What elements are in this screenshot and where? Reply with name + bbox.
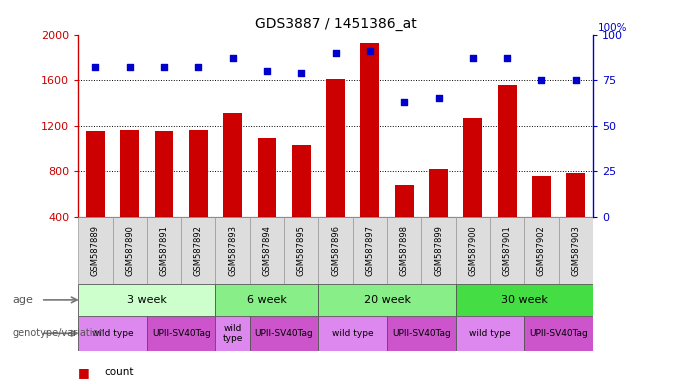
Point bbox=[467, 55, 478, 61]
Point bbox=[158, 65, 169, 71]
Text: 3 week: 3 week bbox=[127, 295, 167, 305]
Bar bbox=[250, 316, 318, 351]
Bar bbox=[223, 113, 242, 217]
Point bbox=[571, 77, 581, 83]
Text: 100%: 100% bbox=[598, 23, 628, 33]
Bar bbox=[566, 172, 585, 217]
Bar bbox=[112, 217, 147, 284]
Bar bbox=[318, 316, 387, 351]
Bar bbox=[154, 131, 173, 217]
Text: UPII-SV40Tag: UPII-SV40Tag bbox=[152, 329, 211, 338]
Bar bbox=[387, 217, 422, 284]
Point bbox=[398, 99, 409, 105]
Point bbox=[262, 68, 273, 74]
Text: age: age bbox=[12, 295, 33, 305]
Bar bbox=[147, 316, 216, 351]
Bar bbox=[292, 145, 311, 217]
Bar bbox=[387, 316, 456, 351]
Bar bbox=[490, 217, 524, 284]
Text: wild type: wild type bbox=[332, 329, 373, 338]
Bar bbox=[524, 316, 593, 351]
Bar bbox=[360, 43, 379, 217]
Bar bbox=[216, 217, 250, 284]
Text: GSM587894: GSM587894 bbox=[262, 225, 271, 276]
Bar bbox=[456, 217, 490, 284]
Text: GSM587900: GSM587900 bbox=[469, 225, 477, 276]
Bar bbox=[284, 217, 318, 284]
Text: GSM587896: GSM587896 bbox=[331, 225, 340, 276]
Bar bbox=[250, 217, 284, 284]
Text: GSM587897: GSM587897 bbox=[365, 225, 375, 276]
Text: genotype/variation: genotype/variation bbox=[12, 328, 105, 338]
Bar bbox=[120, 130, 139, 217]
Title: GDS3887 / 1451386_at: GDS3887 / 1451386_at bbox=[255, 17, 416, 31]
Text: GSM587901: GSM587901 bbox=[503, 225, 511, 276]
Point bbox=[227, 55, 238, 61]
Bar bbox=[318, 284, 456, 316]
Bar bbox=[318, 217, 353, 284]
Text: 6 week: 6 week bbox=[247, 295, 287, 305]
Bar bbox=[147, 217, 181, 284]
Text: GSM587895: GSM587895 bbox=[296, 225, 306, 276]
Text: GSM587892: GSM587892 bbox=[194, 225, 203, 276]
Text: UPII-SV40Tag: UPII-SV40Tag bbox=[255, 329, 313, 338]
Text: GSM587898: GSM587898 bbox=[400, 225, 409, 276]
Text: wild type: wild type bbox=[92, 329, 133, 338]
Bar bbox=[463, 118, 482, 217]
Bar bbox=[181, 217, 216, 284]
Point bbox=[433, 95, 444, 101]
Bar bbox=[216, 316, 250, 351]
Text: GSM587891: GSM587891 bbox=[160, 225, 169, 276]
Bar bbox=[326, 79, 345, 217]
Text: UPII-SV40Tag: UPII-SV40Tag bbox=[529, 329, 588, 338]
Text: GSM587902: GSM587902 bbox=[537, 225, 546, 276]
Point bbox=[330, 50, 341, 56]
Bar bbox=[78, 284, 216, 316]
Text: count: count bbox=[104, 367, 133, 377]
Bar bbox=[353, 217, 387, 284]
Bar bbox=[456, 316, 524, 351]
Text: ■: ■ bbox=[78, 383, 90, 384]
Bar bbox=[429, 169, 448, 217]
Bar bbox=[189, 130, 208, 217]
Point bbox=[90, 65, 101, 71]
Bar bbox=[456, 284, 593, 316]
Text: GSM587890: GSM587890 bbox=[125, 225, 134, 276]
Text: ■: ■ bbox=[78, 366, 90, 379]
Text: 30 week: 30 week bbox=[501, 295, 548, 305]
Text: GSM587889: GSM587889 bbox=[91, 225, 100, 276]
Bar bbox=[498, 85, 517, 217]
Text: wild type: wild type bbox=[469, 329, 511, 338]
Text: GSM587893: GSM587893 bbox=[228, 225, 237, 276]
Point bbox=[124, 65, 135, 71]
Bar bbox=[422, 217, 456, 284]
Point bbox=[193, 65, 204, 71]
Text: UPII-SV40Tag: UPII-SV40Tag bbox=[392, 329, 451, 338]
Text: GSM587899: GSM587899 bbox=[434, 225, 443, 276]
Point bbox=[364, 48, 375, 54]
Bar bbox=[559, 217, 593, 284]
Bar bbox=[78, 316, 147, 351]
Bar bbox=[532, 176, 551, 217]
Point bbox=[536, 77, 547, 83]
Text: 20 week: 20 week bbox=[364, 295, 411, 305]
Bar bbox=[524, 217, 559, 284]
Bar bbox=[258, 138, 276, 217]
Text: GSM587903: GSM587903 bbox=[571, 225, 580, 276]
Bar bbox=[78, 217, 112, 284]
Text: wild
type: wild type bbox=[222, 324, 243, 343]
Point bbox=[296, 70, 307, 76]
Bar bbox=[216, 284, 318, 316]
Point bbox=[502, 55, 513, 61]
Bar bbox=[86, 131, 105, 217]
Bar bbox=[395, 185, 413, 217]
